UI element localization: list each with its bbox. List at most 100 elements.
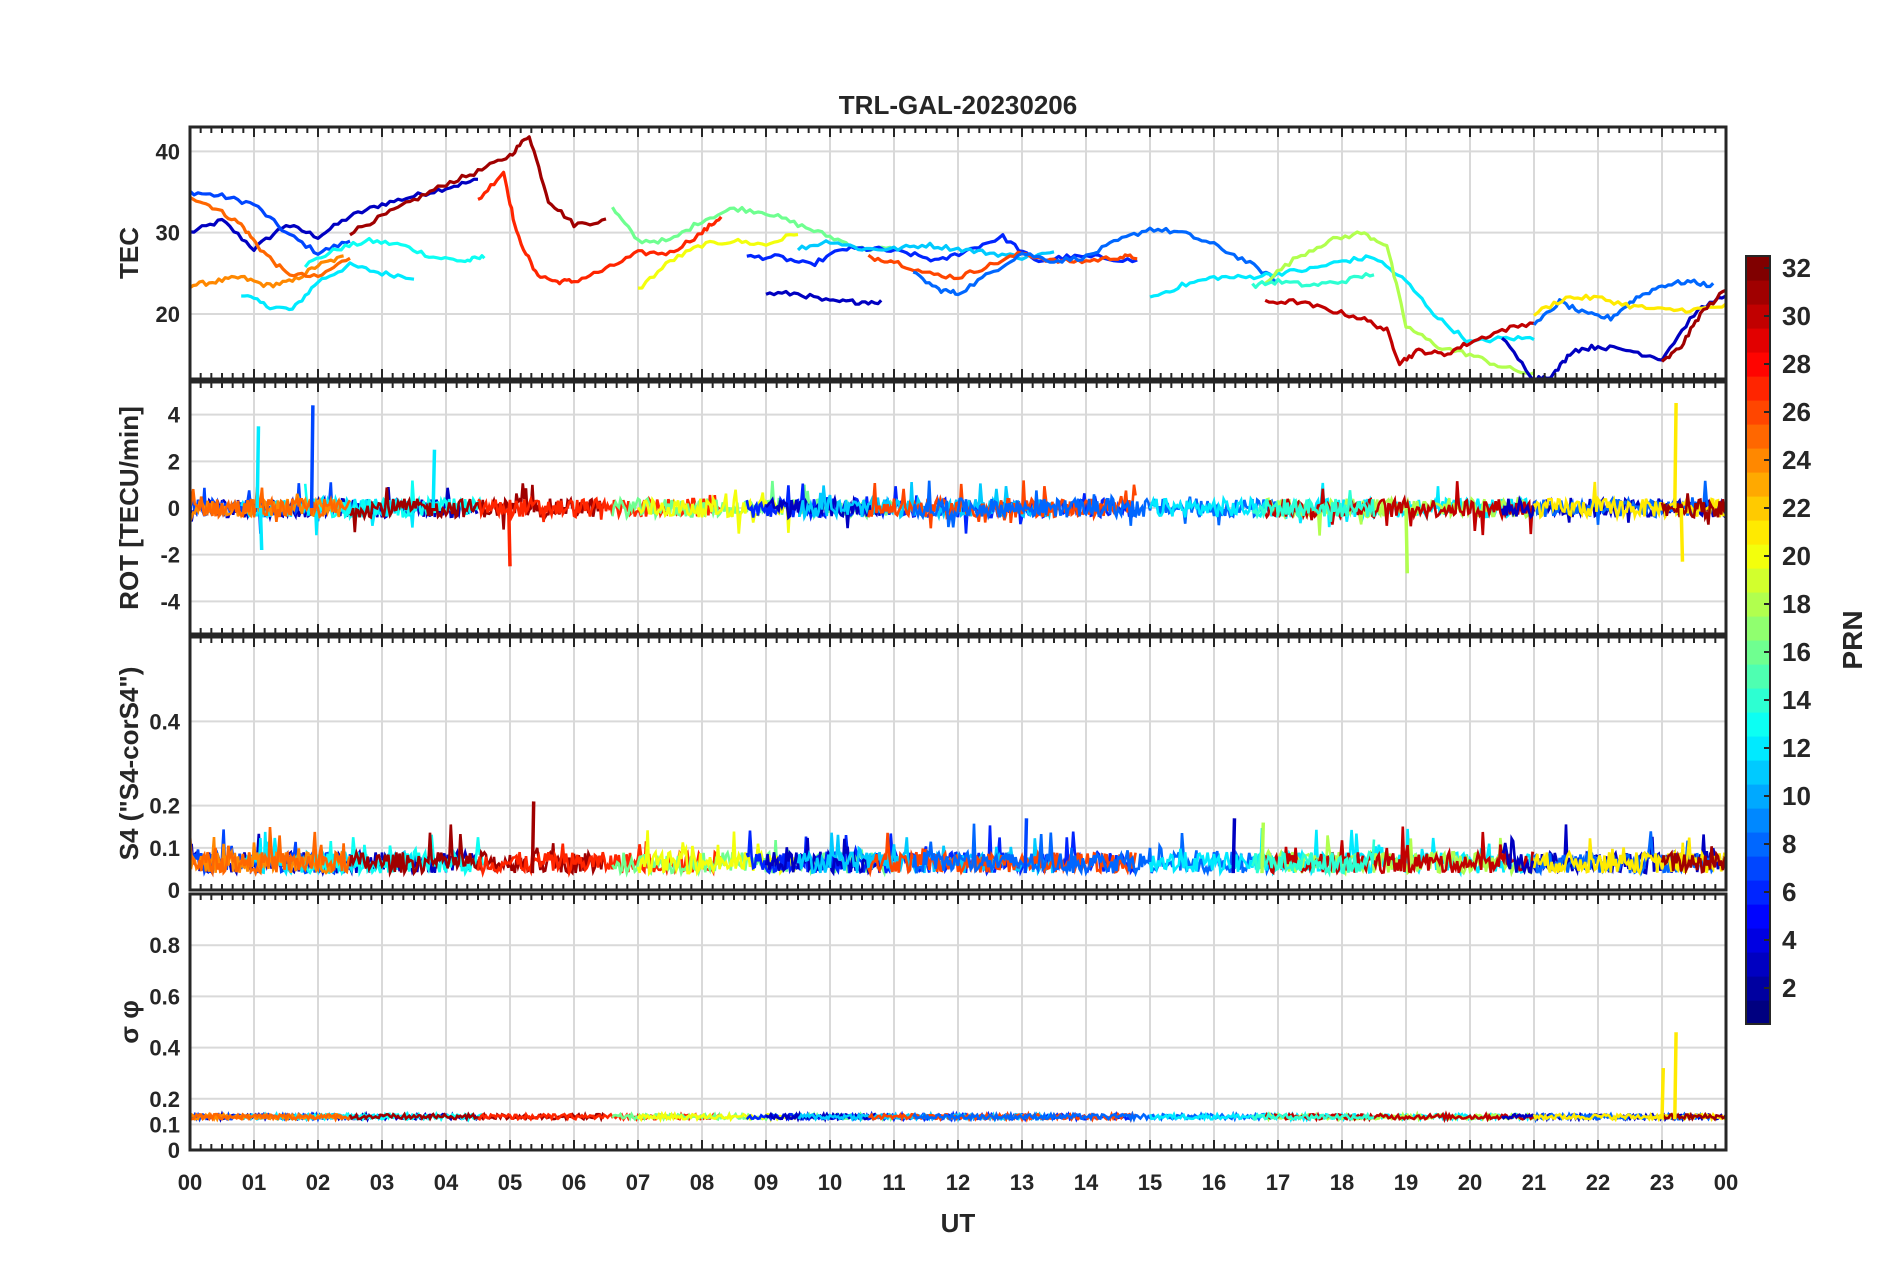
y-axis-label: σ φ	[114, 1000, 144, 1044]
sigma_phi-series-line	[1264, 1110, 1535, 1124]
colorbar-swatch	[1746, 424, 1770, 449]
S4-spike	[1231, 818, 1237, 874]
y-tick-label: 0.2	[149, 794, 180, 819]
data-layer	[190, 801, 1726, 878]
ROT-series-line	[190, 486, 352, 522]
y-tick-label: 20	[156, 302, 180, 327]
x-tick-label: 02	[306, 1170, 330, 1195]
x-tick-label: 15	[1138, 1170, 1162, 1195]
tec-series-line	[303, 236, 486, 268]
ROT-spike	[506, 507, 512, 567]
ROT-spike	[1673, 402, 1678, 509]
x-tick-label: 19	[1394, 1170, 1418, 1195]
y-axis-label: TEC	[114, 227, 144, 279]
colorbar-swatch	[1746, 904, 1770, 929]
colorbar-tick-label: 22	[1782, 493, 1811, 523]
ROT-series-line	[1660, 493, 1726, 525]
x-tick-label: 05	[498, 1170, 522, 1195]
colorbar-swatch	[1746, 472, 1770, 497]
colorbar-swatch	[1746, 856, 1770, 881]
data-layer	[190, 402, 1726, 574]
panel-ROT: -4 -2 0 2 4 ROT [TECU/min]	[114, 380, 1728, 636]
S4-spike	[1260, 822, 1266, 874]
S4-series-line	[1263, 826, 1535, 876]
chart-title: TRL-GAL-20230206	[839, 90, 1077, 120]
y-tick-label: -2	[160, 543, 180, 568]
colorbar-swatch	[1746, 520, 1770, 545]
data-layer	[190, 1032, 1726, 1124]
tec-series-line	[477, 170, 723, 286]
y-tick-label: 0.4	[149, 1036, 180, 1061]
colorbar-tick-label: 26	[1782, 397, 1811, 427]
tec-series-line	[912, 226, 1279, 297]
colorbar-tick-label: 18	[1782, 589, 1811, 619]
tec-series-line	[611, 206, 896, 253]
y-tick-label: 0.8	[149, 933, 180, 958]
colorbar-tick-label: 30	[1782, 301, 1811, 331]
sigma_phi-series-line	[190, 1112, 352, 1123]
S4-series-line	[1660, 846, 1726, 876]
colorbar-tick-label: 10	[1782, 781, 1811, 811]
x-tick-label: 01	[242, 1170, 266, 1195]
colorbar-tick-label: 14	[1782, 685, 1811, 715]
x-tick-label: 22	[1586, 1170, 1610, 1195]
x-tick-label: 13	[1010, 1170, 1034, 1195]
ROT-spike	[431, 449, 437, 509]
x-tick-label: 10	[818, 1170, 842, 1195]
colorbar-label: PRN	[1837, 610, 1868, 669]
colorbar-swatch	[1746, 952, 1770, 977]
sigma_phi-spike	[1660, 1068, 1666, 1120]
tec-series-line	[190, 196, 351, 279]
S4-spike	[530, 801, 536, 874]
y-tick-label: 0.1	[149, 836, 180, 861]
x-tick-label: 03	[370, 1170, 394, 1195]
S4-series-line	[1251, 839, 1376, 878]
y-tick-label: 0.1	[149, 1112, 180, 1137]
ROT-series-line	[1251, 490, 1376, 523]
colorbar-frame	[1745, 255, 1771, 1025]
y-tick-label: 0	[168, 878, 180, 903]
tec-series-line	[1149, 254, 1535, 344]
colorbar-swatch	[1746, 328, 1770, 353]
y-tick-label: 2	[168, 449, 180, 474]
data-layer	[190, 135, 1726, 379]
tec-series-line	[349, 135, 607, 237]
y-tick-label: 0.6	[149, 984, 180, 1009]
x-tick-label: 06	[562, 1170, 586, 1195]
colorbar-swatch	[1746, 280, 1770, 305]
colorbar-tick-label: 20	[1782, 541, 1811, 571]
tec-series-line	[1532, 278, 1715, 326]
ROT-spike	[309, 405, 315, 509]
x-tick-label: 18	[1330, 1170, 1354, 1195]
tec-series-line	[241, 261, 415, 312]
colorbar-tick-label: 32	[1782, 253, 1811, 283]
panel-sigma_phi: 00.10.2 0.4 0.6 0.8 σ φ	[114, 892, 1728, 1163]
panel-TEC: 20 30 40 TEC	[114, 125, 1728, 381]
colorbar-tick-label: 2	[1782, 973, 1796, 1003]
S4-series-line	[190, 827, 352, 878]
ROT-spike	[1404, 507, 1410, 574]
tec-series-line	[867, 250, 1138, 281]
tec-series-line	[1264, 298, 1535, 367]
ROT-spike	[258, 507, 264, 551]
tec-series-line	[746, 233, 1138, 268]
colorbar-tick-label: 12	[1782, 733, 1811, 763]
tec-series-line	[1660, 288, 1726, 363]
colorbar-swatch	[1746, 376, 1770, 401]
tec-series-line	[1264, 230, 1535, 376]
x-tick-labels: 00 01 02 03 04 05 06 07 08 09 10 11 12 13 14 15 16 17 18 19…	[178, 1170, 1738, 1195]
x-tick-label: 07	[626, 1170, 650, 1195]
x-tick-label: 09	[754, 1170, 778, 1195]
x-tick-label: 20	[1458, 1170, 1482, 1195]
sigma_phi-spike	[1673, 1032, 1678, 1120]
colorbar-swatch	[1746, 808, 1770, 833]
y-tick-label: -4	[160, 589, 180, 614]
colorbar-tick-label: 4	[1782, 925, 1797, 955]
x-tick-label: 11	[882, 1170, 905, 1195]
y-axis-label: S4 ("S4-corS4")	[114, 667, 144, 861]
sigma_phi-series-line	[1661, 1111, 1726, 1122]
colorbar-tick-label: 16	[1782, 637, 1811, 667]
